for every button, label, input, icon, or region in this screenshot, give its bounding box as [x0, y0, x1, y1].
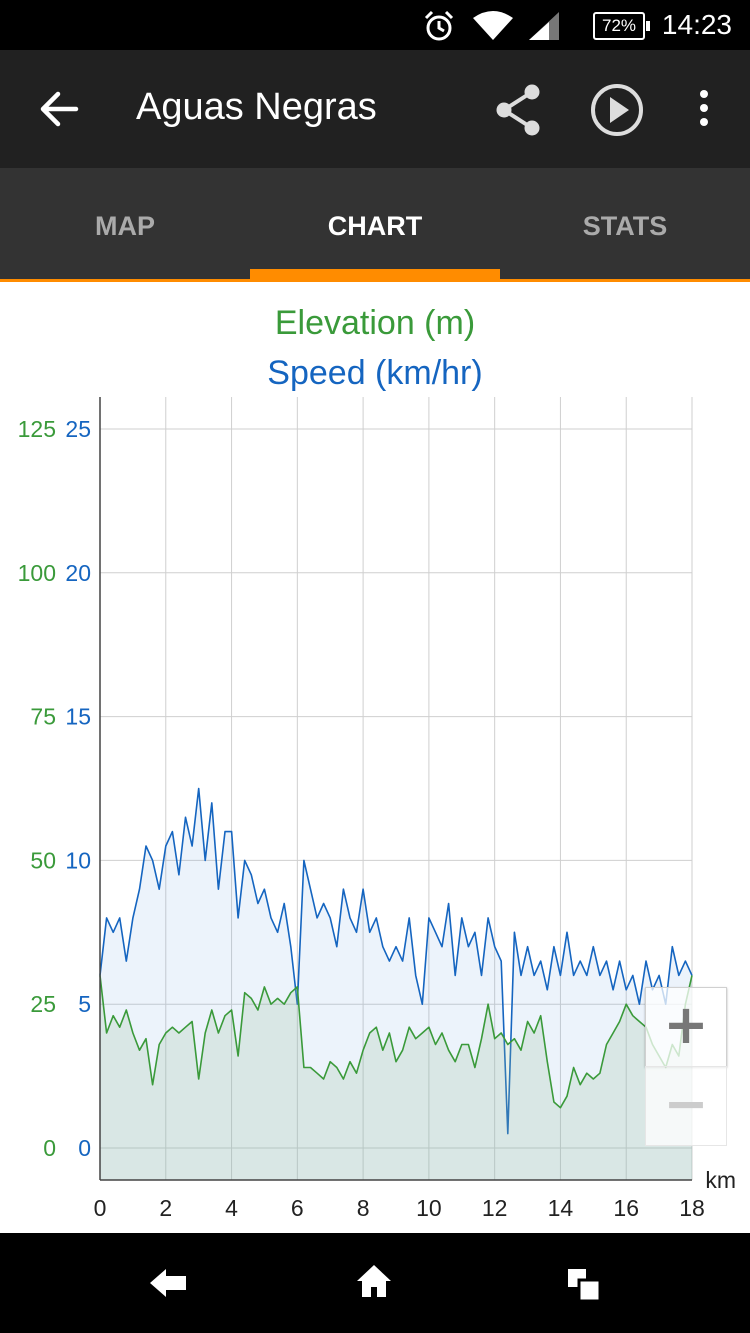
speed-area [100, 788, 692, 1180]
y-right-tick-label: 20 [65, 560, 91, 586]
home-icon[interactable] [355, 1263, 393, 1299]
app-bar: Aguas Negras [0, 50, 750, 168]
chart-title: Elevation (m) [274, 304, 476, 342]
back-icon[interactable] [148, 1267, 188, 1299]
x-tick-label: 8 [357, 1195, 370, 1221]
zoom-in-button[interactable]: + [645, 987, 727, 1067]
speed-line [99, 787, 693, 1135]
tab-indicator [250, 269, 500, 280]
y-right-tick-label: 0 [78, 1135, 91, 1161]
y-left-tick-label: 25 [30, 991, 56, 1017]
x-tick-label: 10 [416, 1195, 442, 1221]
status-time: 14:23 [661, 9, 732, 40]
wifi-icon [473, 11, 513, 40]
x-tick-label: 18 [679, 1195, 705, 1221]
recents-icon[interactable] [566, 1267, 602, 1303]
y-right-tick-label: 25 [65, 416, 91, 442]
signal-icon [529, 12, 559, 40]
elevation-area [100, 975, 692, 1180]
y-left-tick-label: 50 [30, 847, 56, 873]
chart-area: Elevation (m) Speed (km/hr) 0 2 4 6 8 10 12 14 1… [0, 282, 750, 1232]
chart-subtitle: Speed (km/hr) [267, 354, 483, 392]
tab-stats[interactable]: STATS [582, 211, 668, 241]
tab-map[interactable]: MAP [95, 211, 155, 241]
tab-bar: MAP CHART STATS [0, 168, 750, 280]
y-left-tick-label: 125 [18, 416, 56, 442]
x-tick-label: 0 [94, 1195, 107, 1221]
alarm-icon [424, 10, 454, 41]
y-right-tick-label: 10 [65, 847, 91, 873]
navigation-bar [0, 1233, 750, 1333]
x-tick-label: 4 [225, 1195, 238, 1221]
x-tick-label: 6 [291, 1195, 304, 1221]
tab-chart[interactable]: CHART [327, 211, 423, 241]
tab-divider [0, 279, 750, 282]
arrow-left-icon[interactable] [38, 88, 80, 130]
y-left-tick-label: 0 [43, 1135, 56, 1161]
y-right-tick-label: 5 [78, 991, 91, 1017]
battery-indicator: 72% [593, 12, 650, 40]
play-circle-icon[interactable] [589, 82, 645, 138]
share-icon[interactable] [492, 82, 544, 138]
more-vert-icon[interactable] [694, 88, 714, 132]
elevation-line [99, 975, 693, 1109]
x-axis-label: km [705, 1167, 736, 1193]
x-tick-label: 12 [482, 1195, 508, 1221]
x-tick-label: 2 [159, 1195, 172, 1221]
x-tick-label: 14 [548, 1195, 574, 1221]
x-tick-label: 16 [613, 1195, 639, 1221]
page-title: Aguas Negras [136, 86, 377, 128]
zoom-out-button[interactable]: − [645, 1066, 727, 1146]
y-right-tick-label: 15 [65, 704, 91, 730]
status-bar: 72% 14:23 [0, 0, 750, 50]
y-left-tick-label: 75 [30, 704, 56, 730]
y-left-tick-label: 100 [18, 560, 56, 586]
